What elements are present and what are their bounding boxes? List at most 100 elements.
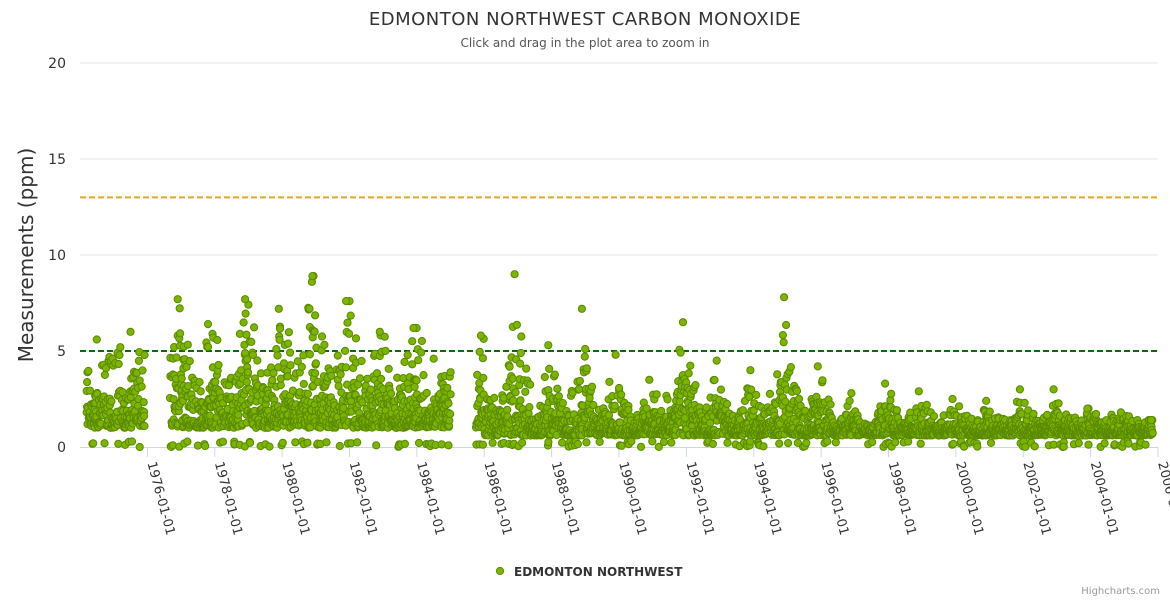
data-point[interactable] [250, 323, 259, 332]
data-point[interactable] [333, 351, 342, 360]
data-point[interactable] [83, 378, 92, 387]
data-point-peak[interactable] [746, 366, 755, 375]
data-point[interactable] [796, 401, 805, 410]
data-point[interactable] [516, 359, 525, 368]
data-point-peak[interactable] [1015, 385, 1025, 394]
data-point[interactable] [286, 361, 295, 370]
data-point-peak[interactable] [1049, 385, 1058, 394]
data-point[interactable] [193, 441, 202, 450]
data-point-peak[interactable] [173, 295, 182, 304]
data-point[interactable] [779, 338, 788, 347]
data-point-peak[interactable] [92, 335, 101, 344]
data-point[interactable] [1074, 439, 1083, 448]
data-point[interactable] [195, 378, 204, 387]
data-point[interactable] [134, 356, 143, 365]
data-point[interactable] [269, 369, 278, 378]
data-point[interactable] [310, 327, 319, 336]
data-point[interactable] [509, 396, 518, 405]
data-point[interactable] [139, 398, 148, 407]
data-point[interactable] [286, 348, 295, 357]
data-point[interactable] [408, 337, 417, 346]
data-point[interactable] [444, 441, 453, 450]
data-point[interactable] [335, 441, 344, 451]
data-point[interactable] [241, 309, 250, 318]
data-point[interactable] [1059, 442, 1068, 451]
data-point[interactable] [140, 411, 149, 421]
data-point[interactable] [1100, 439, 1109, 448]
data-point[interactable] [680, 413, 690, 423]
data-point[interactable] [437, 440, 446, 449]
data-point[interactable] [723, 399, 732, 409]
data-point-peak[interactable] [847, 389, 856, 398]
data-point[interactable] [203, 342, 213, 351]
data-point[interactable] [114, 439, 123, 448]
data-point[interactable] [891, 438, 900, 447]
data-point[interactable] [676, 348, 685, 357]
data-point[interactable] [778, 331, 788, 340]
data-point[interactable] [299, 379, 308, 389]
data-point[interactable] [517, 332, 526, 341]
data-point-peak[interactable] [1116, 408, 1126, 417]
data-point[interactable] [582, 364, 591, 373]
data-point[interactable] [353, 438, 362, 447]
data-point[interactable] [273, 351, 282, 360]
data-point[interactable] [243, 368, 253, 377]
data-point-peak[interactable] [429, 354, 438, 363]
data-point[interactable] [303, 438, 312, 447]
data-point[interactable] [558, 399, 568, 408]
data-point[interactable] [214, 360, 223, 370]
data-point[interactable] [581, 344, 590, 354]
data-point[interactable] [716, 385, 726, 394]
data-point[interactable] [986, 438, 996, 447]
data-point[interactable] [100, 370, 110, 379]
data-point[interactable] [100, 439, 109, 448]
data-point-peak[interactable] [126, 327, 135, 336]
data-point[interactable] [400, 357, 409, 367]
data-point[interactable] [605, 377, 614, 386]
data-point[interactable] [446, 409, 455, 419]
data-point[interactable] [275, 324, 285, 333]
data-point[interactable] [417, 348, 426, 357]
data-point[interactable] [648, 437, 657, 446]
data-point[interactable] [403, 350, 412, 360]
data-point[interactable] [663, 395, 672, 404]
data-point[interactable] [89, 439, 98, 448]
data-point[interactable] [580, 352, 589, 361]
data-point[interactable] [490, 393, 499, 402]
data-point[interactable] [372, 369, 382, 378]
data-point[interactable] [196, 387, 205, 396]
data-point[interactable] [327, 371, 336, 380]
data-point[interactable] [291, 438, 300, 447]
data-point[interactable] [508, 374, 517, 383]
data-point[interactable] [168, 441, 177, 450]
scatter-series[interactable] [82, 270, 1157, 452]
data-point[interactable] [381, 346, 390, 355]
data-point[interactable] [550, 370, 560, 379]
data-point[interactable] [1020, 398, 1029, 407]
data-point[interactable] [659, 437, 669, 447]
data-point-peak[interactable] [948, 394, 957, 404]
data-point[interactable] [826, 400, 835, 409]
data-point[interactable] [213, 335, 222, 345]
data-point[interactable] [372, 441, 381, 450]
data-point[interactable] [1148, 428, 1157, 438]
data-point[interactable] [247, 337, 256, 346]
data-point[interactable] [1030, 442, 1039, 451]
data-point[interactable] [702, 403, 711, 412]
data-point[interactable] [183, 340, 192, 349]
data-point[interactable] [343, 318, 352, 327]
data-point-peak[interactable] [678, 318, 688, 327]
data-point-peak[interactable] [982, 396, 991, 405]
data-point[interactable] [929, 412, 939, 421]
data-point[interactable] [973, 442, 982, 451]
data-point[interactable] [1092, 409, 1101, 419]
data-point[interactable] [175, 304, 184, 313]
data-point[interactable] [784, 439, 793, 448]
data-point[interactable] [201, 441, 210, 451]
data-point[interactable] [293, 357, 302, 366]
data-point[interactable] [412, 376, 421, 385]
data-point[interactable] [446, 390, 455, 399]
data-point[interactable] [691, 381, 700, 390]
data-point[interactable] [346, 311, 355, 320]
data-point[interactable] [414, 438, 424, 448]
